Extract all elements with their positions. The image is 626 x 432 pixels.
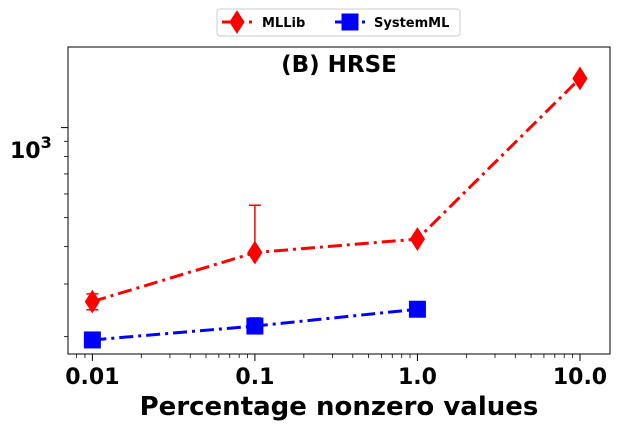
legend-label: SystemML <box>374 16 449 31</box>
y-tick-base: 10 <box>10 139 41 164</box>
series-layer <box>83 66 588 349</box>
x-axis: 0.01 0.1 1.0 10.0 <box>65 354 607 390</box>
series-mllib <box>84 66 588 314</box>
chart-title: (B) HRSE <box>281 52 397 78</box>
series-line <box>91 77 582 304</box>
legend-marker <box>341 13 359 31</box>
plot-area <box>67 46 611 355</box>
data-point <box>247 240 263 265</box>
series-systemml <box>83 300 426 349</box>
y-axis: 103 <box>10 127 68 338</box>
y-tick-label: 103 <box>10 133 52 164</box>
legend-item-mllib: MLLib <box>222 10 305 34</box>
legend-label: MLLib <box>262 16 305 31</box>
legend-marker <box>229 10 245 34</box>
x-tick-label: 10.0 <box>553 365 607 390</box>
x-axis-title: Percentage nonzero values <box>140 392 539 422</box>
data-point <box>409 227 426 251</box>
data-point <box>572 66 588 91</box>
data-point <box>83 331 101 349</box>
legend-item-systemml: SystemML <box>335 13 449 31</box>
x-tick-label: 0.1 <box>235 365 274 390</box>
y-tick-exponent: 3 <box>41 133 52 152</box>
data-point <box>246 317 264 335</box>
data-point <box>408 300 426 318</box>
legend: MLLib SystemML <box>216 8 461 37</box>
x-tick-label: 0.01 <box>65 365 119 390</box>
data-point <box>84 289 100 314</box>
x-tick-label: 1.0 <box>398 365 437 390</box>
